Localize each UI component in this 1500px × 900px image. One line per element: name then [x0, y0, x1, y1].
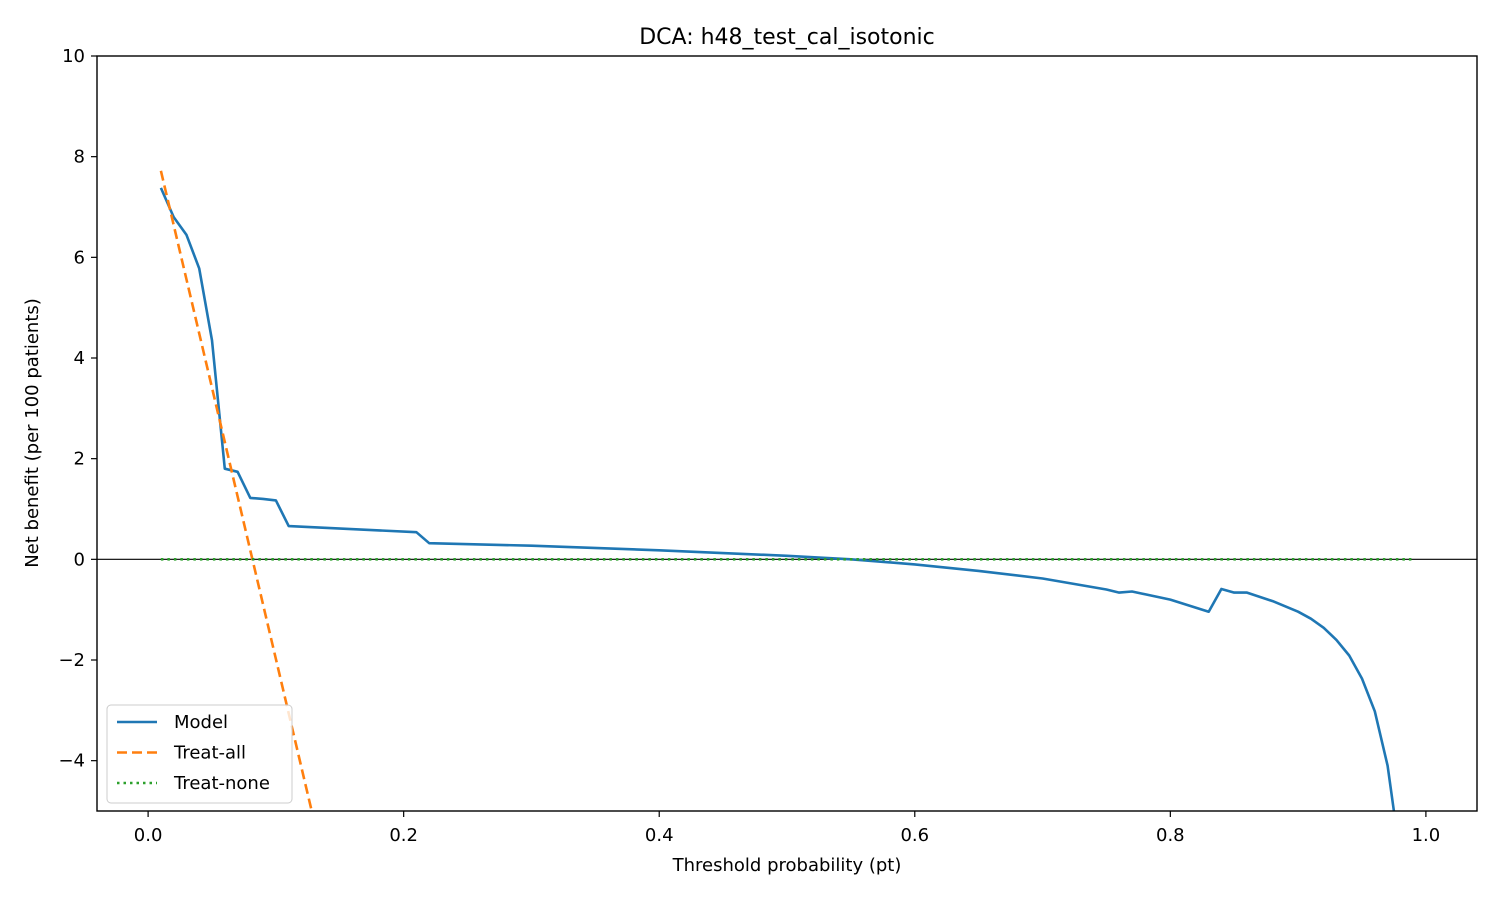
- series-layer: [159, 170, 1414, 811]
- chart-title: DCA: h48_test_cal_isotonic: [639, 25, 935, 50]
- x-tick-label: 0.6: [900, 825, 929, 846]
- y-tick-label: 0: [74, 549, 85, 570]
- legend-label: Treat-all: [173, 743, 246, 764]
- y-tick-label: 6: [74, 247, 85, 268]
- y-tick-label: −2: [58, 650, 85, 671]
- series-line-treat-all: [159, 170, 313, 811]
- legend-box: [106, 704, 293, 804]
- plot-frame: [96, 55, 1478, 812]
- y-tick-label: 10: [62, 46, 85, 67]
- y-tick-label: 8: [74, 147, 85, 168]
- y-tick-label: 4: [74, 348, 85, 369]
- legend-label: Model: [174, 712, 228, 733]
- x-tick-label: 0.2: [389, 825, 418, 846]
- legend-label: Treat-none: [173, 773, 270, 794]
- legend: Model Treat-all Treat-none: [106, 704, 293, 804]
- y-tick-label: 2: [74, 449, 85, 470]
- x-axis: 0.0 0.2 0.4 0.6 0.8 1.0: [134, 811, 1440, 846]
- x-tick-label: 1.0: [1412, 825, 1441, 846]
- series-line-model: [159, 187, 1396, 811]
- y-axis-title: Net benefit (per 100 patients): [22, 298, 43, 568]
- x-tick-label: 0.4: [645, 825, 674, 846]
- y-tick-label: −4: [58, 751, 85, 772]
- x-axis-title: Threshold probability (pt): [672, 855, 902, 876]
- y-axis: −4 −2 0 2 4 6 8 10: [58, 46, 97, 772]
- x-tick-label: 0.8: [1156, 825, 1185, 846]
- x-tick-label: 0.0: [134, 825, 163, 846]
